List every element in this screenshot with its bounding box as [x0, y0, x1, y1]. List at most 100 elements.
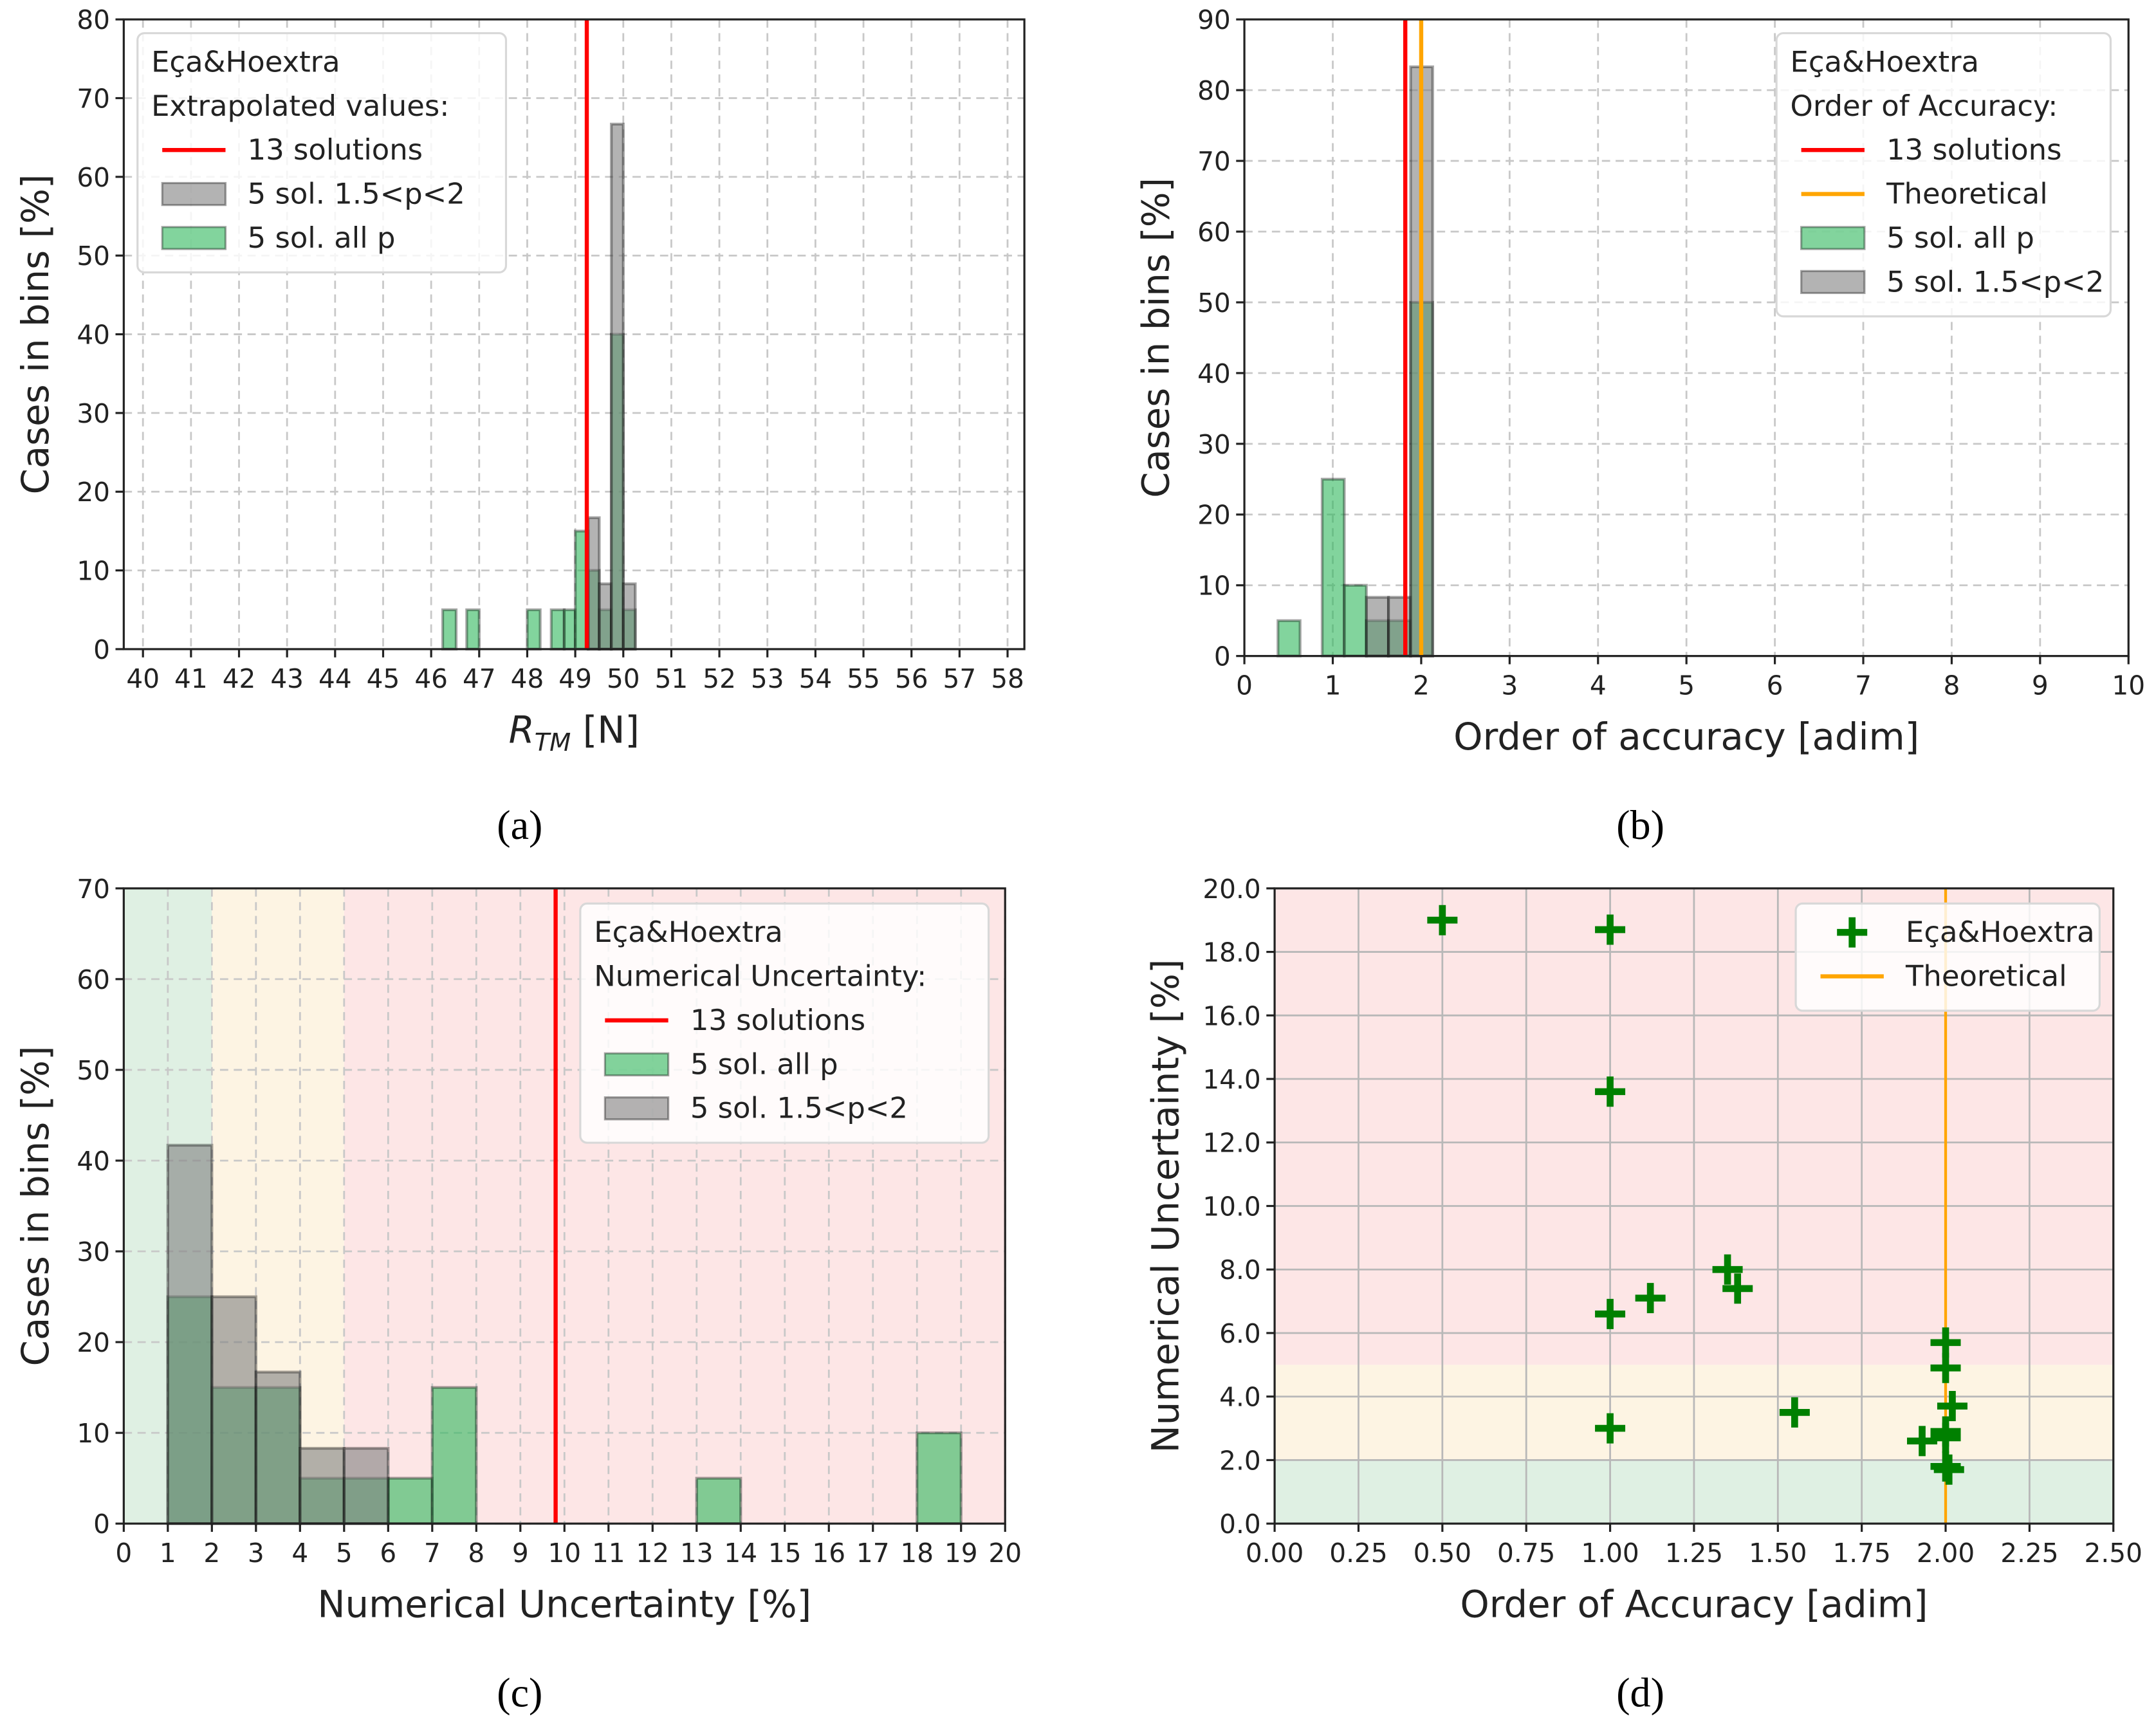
y-tick-label: 30	[77, 1237, 110, 1267]
y-tick-label: 6.0	[1219, 1318, 1261, 1349]
bar-5-sol-1-5-p-2	[299, 1446, 346, 1525]
y-tick-label: 14.0	[1202, 1064, 1260, 1095]
y-tick-label: 16.0	[1202, 1000, 1260, 1031]
data-point	[1930, 1352, 1961, 1383]
x-axis-label-sub: TM	[535, 728, 571, 757]
bar-5-sol-1-5-p-2	[342, 1446, 390, 1525]
bar-5-sol-all-p	[695, 1477, 742, 1525]
x-tick-label: 55	[847, 663, 880, 694]
x-tick-label: 8	[468, 1538, 484, 1569]
x-tick-label: 0.50	[1414, 1538, 1471, 1569]
chart-panel-d: 0.00 0.25 0.50 0.75 1.00 1.25 1.50 1.75 2.00 2.25…	[1144, 874, 2142, 1626]
bar-5-sol-1-5-p-2	[210, 1295, 257, 1525]
x-tick-label: 9	[2032, 670, 2049, 701]
x-tick-label: 46	[414, 663, 448, 694]
y-tick-label: 20	[1197, 500, 1231, 531]
legend-title: Eça&Hoextra	[1791, 44, 1980, 78]
bar-5-sol-all-p	[387, 1477, 434, 1525]
x-tick-label: 44	[318, 663, 352, 694]
panel-label: (d)	[1616, 1670, 1664, 1715]
legend-entry-label: 13 solutions	[1886, 133, 2061, 167]
y-tick-label: 12.0	[1202, 1128, 1260, 1159]
x-tick-label: 6	[380, 1538, 396, 1569]
x-tick-label: 13	[680, 1538, 714, 1569]
y-tick-label: 70	[1197, 146, 1231, 177]
x-tick-label: 47	[463, 663, 496, 694]
x-tick-label: 57	[943, 663, 977, 694]
bar-5-sol-all-p	[916, 1431, 963, 1525]
x-tick-label: 2.25	[2000, 1538, 2058, 1569]
bar-5-sol-1-5-p-2	[166, 1143, 214, 1525]
x-tick-label: 48	[511, 663, 544, 694]
x-tick-label: 51	[655, 663, 688, 694]
x-tick-label: 11	[592, 1538, 625, 1569]
y-tick-label: 0	[93, 1509, 110, 1540]
legend-entry-label: 5 sol. 1.5<p<2	[1886, 264, 2104, 299]
chart-panel-b: 0 1 2 3 4 5 6 7 8 9 10 0 10 20 30 40 50 60 70 80 90 Order of …	[1134, 5, 2146, 759]
bar-5-sol-1-5-p-2	[254, 1370, 302, 1525]
data-point	[1933, 1454, 1964, 1485]
y-tick-label: 0	[1214, 641, 1231, 672]
x-tick-label: 12	[636, 1538, 669, 1569]
x-tick-label: 43	[270, 663, 304, 694]
y-tick-label: 10	[77, 1418, 110, 1449]
x-tick-label: 3	[248, 1538, 264, 1569]
y-tick-label: 50	[77, 1055, 110, 1086]
y-tick-label: 8.0	[1219, 1255, 1261, 1285]
y-tick-label: 60	[77, 964, 110, 995]
x-axis-label: Order of Accuracy [adim]	[1460, 1583, 1928, 1626]
legend-entry-label: 5 sol. 1.5<p<2	[690, 1091, 908, 1125]
legend-title: Numerical Uncertainty:	[594, 959, 926, 993]
bar-5-sol-1-5-p-2	[622, 582, 637, 651]
bar-5-sol-all-p	[1276, 619, 1302, 658]
legend: Eça&Hoextra Extrapolated values: 13 soluti…	[136, 32, 508, 274]
y-tick-label: 80	[77, 5, 110, 35]
x-tick-label: 53	[751, 663, 784, 694]
x-tick-label: 2.50	[2085, 1538, 2142, 1569]
y-tick-label: 90	[1197, 5, 1231, 35]
legend-entry-label: 5 sol. all p	[248, 221, 396, 255]
y-tick-label: 0.0	[1219, 1509, 1261, 1540]
y-axis-label: Cases in bins [%]	[1134, 178, 1178, 498]
bar-5-sol-all-p	[441, 608, 458, 651]
data-point	[1779, 1397, 1810, 1428]
bar-5-sol-all-p	[465, 608, 481, 651]
y-tick-label: 2.0	[1219, 1445, 1261, 1476]
x-tick-label: 0.75	[1497, 1538, 1555, 1569]
bar-5-sol-1-5-p-2	[587, 516, 601, 651]
x-axis-label-unit: [N]	[571, 708, 640, 751]
x-tick-label: 16	[812, 1538, 845, 1569]
x-tick-label: 15	[768, 1538, 802, 1569]
legend-entry-label: Eça&Hoextra	[1906, 915, 2095, 949]
legend-box	[136, 32, 508, 274]
legend-entry-label: 5 sol. all p	[1886, 221, 2034, 255]
x-tick-label: 3	[1501, 670, 1518, 701]
x-tick-label: 1.25	[1665, 1538, 1723, 1569]
x-tick-label: 20	[988, 1538, 1022, 1569]
x-tick-label: 7	[424, 1538, 441, 1569]
data-point	[1595, 1413, 1626, 1444]
x-tick-label: 2	[203, 1538, 220, 1569]
x-tick-label: 52	[703, 663, 736, 694]
x-tick-label: 10	[2112, 670, 2145, 701]
y-tick-label: 70	[77, 83, 110, 114]
y-tick-label: 30	[1197, 429, 1231, 460]
x-axis-label: Numerical Uncertainty [%]	[317, 1583, 811, 1626]
x-tick-label: 42	[223, 663, 256, 694]
data-point	[1595, 914, 1626, 945]
legend-entry-label: Theoretical	[1886, 177, 2048, 211]
x-tick-label: 4	[291, 1538, 308, 1569]
x-tick-label: 2.00	[1917, 1538, 1975, 1569]
x-axis-label: Order of accuracy [adim]	[1453, 715, 1919, 759]
legend-patch-icon	[161, 181, 227, 207]
data-point	[1722, 1273, 1753, 1304]
legend-plus-icon	[1837, 917, 1868, 948]
x-tick-label: 54	[799, 663, 833, 694]
panel-label: (a)	[497, 802, 542, 848]
y-tick-label: 10.0	[1202, 1191, 1260, 1222]
y-axis-label: Numerical Uncertainty [%]	[1144, 959, 1188, 1453]
x-tick-label: 0	[115, 1538, 132, 1569]
x-tick-label: 1.50	[1749, 1538, 1807, 1569]
y-axis-label: Cases in bins [%]	[14, 1046, 57, 1367]
